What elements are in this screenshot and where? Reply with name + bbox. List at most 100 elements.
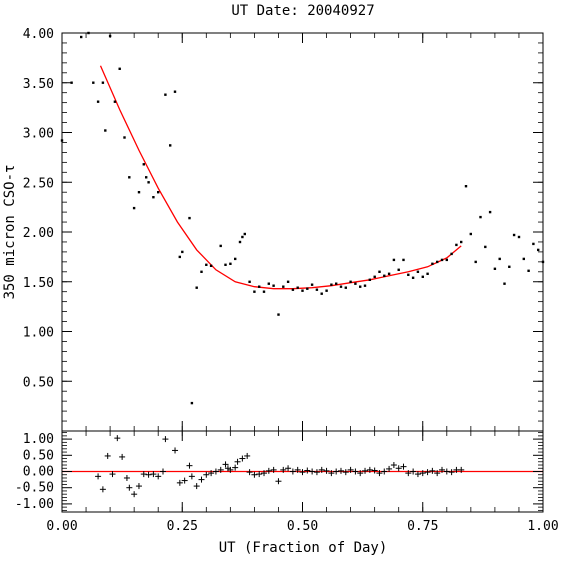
residual-point xyxy=(270,466,277,473)
residual-point xyxy=(342,469,349,476)
residual-point xyxy=(280,466,287,473)
residual-point xyxy=(376,470,383,477)
residual-point xyxy=(222,461,229,468)
residual-point xyxy=(212,468,219,475)
data-point xyxy=(238,240,242,244)
main-y-axis-label: 350 micron CSO-τ xyxy=(2,165,18,300)
residual-point xyxy=(246,469,253,476)
data-point xyxy=(147,181,150,184)
residual-point xyxy=(227,466,234,473)
data-point xyxy=(96,100,100,103)
residual-point xyxy=(328,470,335,477)
data-point xyxy=(532,242,535,246)
data-point xyxy=(181,250,184,254)
main-y-ticks: 0.50 1.00 1.50 2.00 2.50 3.00 3.50 4.00 xyxy=(23,27,543,422)
data-point xyxy=(87,31,90,35)
data-point xyxy=(272,284,275,287)
main-y-tick-label: 4.00 xyxy=(23,27,54,42)
data-point xyxy=(407,273,410,276)
residual-y-tick-label: 1.00 xyxy=(23,432,54,447)
data-point xyxy=(484,245,487,249)
residual-point xyxy=(347,466,354,473)
residual-point xyxy=(99,486,106,493)
data-point xyxy=(402,258,405,262)
residual-point xyxy=(419,470,426,477)
residual-point xyxy=(176,479,183,486)
residual-point xyxy=(109,471,116,478)
residual-point xyxy=(217,466,224,473)
data-point xyxy=(455,243,458,247)
residual-point xyxy=(150,471,157,478)
data-point xyxy=(517,235,521,239)
data-point xyxy=(344,286,347,289)
data-point xyxy=(113,100,117,103)
data-point xyxy=(296,286,299,289)
data-point xyxy=(195,286,198,289)
data-point xyxy=(169,144,172,147)
residual-point xyxy=(160,468,167,475)
data-point xyxy=(80,35,83,39)
residual-point xyxy=(234,458,241,465)
data-point xyxy=(464,185,468,188)
data-point xyxy=(241,235,244,239)
main-y-tick-label: 3.50 xyxy=(23,77,54,92)
data-point xyxy=(152,196,155,199)
main-y-tick-label: 3.00 xyxy=(23,127,54,142)
data-point xyxy=(493,267,497,270)
residual-point xyxy=(203,471,210,478)
data-point xyxy=(164,93,167,96)
residual-point xyxy=(126,484,133,491)
data-point xyxy=(320,292,323,295)
data-point xyxy=(173,90,177,93)
data-point xyxy=(229,262,232,265)
data-point xyxy=(101,81,105,84)
data-point xyxy=(123,136,126,139)
main-y-tick-label: 2.50 xyxy=(23,176,54,191)
data-point xyxy=(363,284,367,287)
data-point xyxy=(541,260,545,264)
chart-title: UT Date: 20040927 xyxy=(231,3,374,19)
residual-point xyxy=(429,467,436,474)
data-point xyxy=(469,232,472,236)
data-point xyxy=(488,210,492,214)
residual-y-tick-label: 0.00 xyxy=(23,465,54,480)
data-point xyxy=(330,283,333,286)
data-point xyxy=(479,215,482,219)
x-tick-label: 0.00 xyxy=(46,519,77,534)
residual-point xyxy=(198,476,205,483)
data-point xyxy=(460,240,463,244)
residual-point xyxy=(323,467,330,474)
data-point xyxy=(178,255,181,259)
residual-point xyxy=(434,470,441,477)
data-point xyxy=(421,275,424,278)
residual-point xyxy=(145,471,152,478)
residual-point xyxy=(95,473,102,480)
data-point xyxy=(306,287,309,290)
data-point xyxy=(411,276,415,279)
residual-point xyxy=(405,470,412,477)
data-point xyxy=(258,285,261,288)
data-point xyxy=(219,244,222,248)
residual-point xyxy=(119,453,126,460)
residual-point xyxy=(352,468,359,475)
x-tick-label: 1.00 xyxy=(527,519,558,534)
data-point xyxy=(132,206,136,210)
data-point xyxy=(508,265,511,268)
x-axis-label: UT (Fraction of Day) xyxy=(219,540,388,556)
residual-point xyxy=(208,470,215,477)
data-point xyxy=(291,288,295,291)
data-point xyxy=(512,233,516,237)
data-point xyxy=(445,258,448,262)
residual-point xyxy=(244,452,251,459)
data-point xyxy=(205,263,208,266)
data-point xyxy=(209,264,213,267)
residual-panel: -1.00-0.500.000.501.00 0.00 0.25 0.50 0.75 1… xyxy=(15,430,559,556)
residual-point xyxy=(299,469,306,476)
data-point xyxy=(142,163,145,166)
residual-point xyxy=(400,463,407,470)
residual-point xyxy=(265,467,272,474)
data-point xyxy=(128,176,131,179)
residual-point xyxy=(181,477,188,484)
residual-point xyxy=(104,452,111,459)
data-point xyxy=(60,139,64,142)
